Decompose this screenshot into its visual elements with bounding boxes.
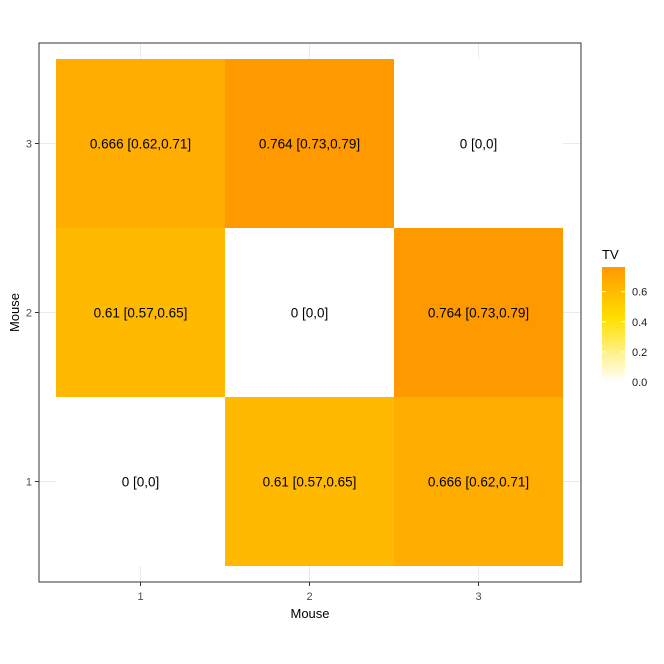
x-axis-title: Mouse — [290, 606, 329, 621]
legend-tick-label: 0.4 — [632, 317, 647, 329]
heatmap-cell — [56, 397, 225, 566]
legend-tick-label: 0.0 — [632, 377, 647, 389]
y-tick-label: 1 — [26, 477, 32, 489]
heatmap-cells — [56, 59, 563, 566]
heatmap-cell — [394, 59, 563, 228]
legend-title: TV — [602, 247, 619, 262]
axes: 1 2 3 1 2 3 — [26, 139, 482, 604]
cell-value-label: 0.666 [0.62,0.71] — [90, 137, 191, 152]
cell-value-label: 0 [0,0] — [122, 475, 160, 490]
y-tick-label: 2 — [26, 308, 32, 320]
cell-value-label: 0.764 [0.73,0.79] — [259, 137, 360, 152]
cell-value-label: 0.764 [0.73,0.79] — [428, 306, 529, 321]
cell-value-label: 0 [0,0] — [460, 137, 498, 152]
legend-tick-label: 0.2 — [632, 347, 647, 359]
heatmap-cell — [225, 59, 394, 228]
cell-value-label: 0.61 [0.57,0.65] — [263, 475, 357, 490]
heatmap-cell — [225, 228, 394, 397]
heatmap-cell — [56, 59, 225, 228]
legend-ticks: 0.0 0.2 0.4 0.6 — [602, 287, 647, 389]
cell-labels: 0.666 [0.62,0.71] 0.764 [0.73,0.79] 0 [0,0… — [90, 137, 529, 490]
x-tick-label: 3 — [475, 591, 481, 603]
legend-tick-label: 0.6 — [632, 287, 647, 299]
x-tick-label: 1 — [137, 591, 143, 603]
cell-value-label: 0 [0,0] — [291, 306, 329, 321]
heatmap-cell — [56, 228, 225, 397]
cell-value-label: 0.666 [0.62,0.71] — [428, 475, 529, 490]
cell-value-label: 0.61 [0.57,0.65] — [94, 306, 188, 321]
legend-colorbar — [602, 267, 625, 382]
heatmap-cell — [225, 397, 394, 566]
heatmap-cell — [394, 228, 563, 397]
y-axis-title: Mouse — [7, 293, 22, 332]
legend: TV 0.0 0.2 0.4 0.6 — [602, 247, 647, 389]
heatmap-cell — [394, 397, 563, 566]
y-tick-label: 3 — [26, 139, 32, 151]
x-tick-label: 2 — [306, 591, 312, 603]
